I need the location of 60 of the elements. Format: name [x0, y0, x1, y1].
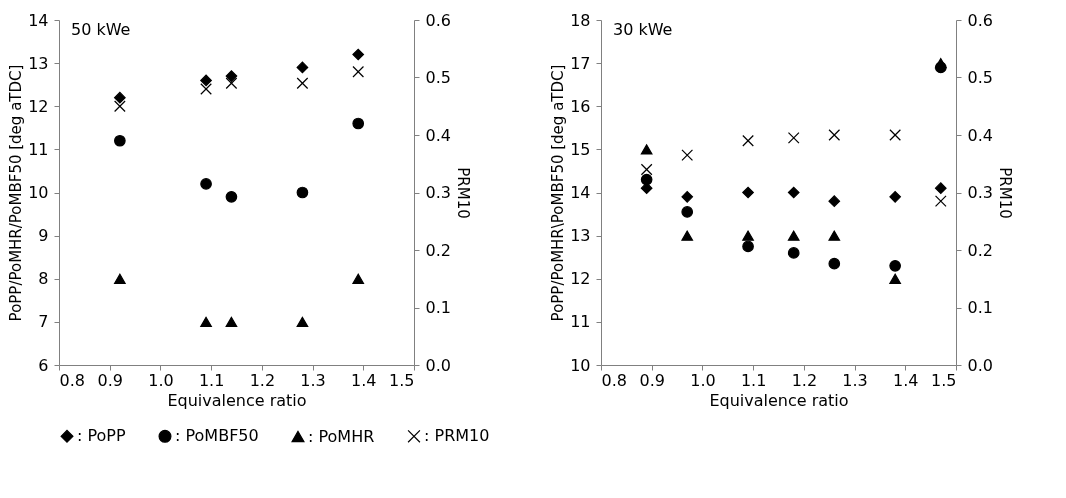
x-axis-title: Equivalence ratio [709, 390, 849, 410]
y-tick-label: 9 [38, 226, 49, 246]
x-tick-label: 1.3 [300, 370, 326, 390]
y-tick-label: 7 [38, 312, 49, 332]
y-tick-label: 12 [28, 96, 49, 116]
y2-tick-label: 0.2 [967, 240, 993, 260]
y2-axis-title: PRM10 [453, 167, 472, 219]
y-tick-label: 11 [28, 139, 49, 159]
x-tick-label: 1.0 [690, 370, 716, 390]
y2-tick-label: 0.4 [967, 125, 993, 145]
y-tick-label: 13 [570, 226, 591, 246]
x-tick-label: 0.9 [97, 370, 123, 390]
y2-axis-title: PRM10 [995, 167, 1014, 219]
y2-tick-label: 0.0 [967, 355, 993, 375]
y-tick-label: 17 [570, 53, 591, 73]
annotation: 50 kWe [71, 20, 131, 39]
y2-tick-label: 0.2 [425, 240, 451, 260]
x-axis-title: Equivalence ratio [167, 390, 307, 410]
x-tick-label: 1.3 [842, 370, 868, 390]
y-tick-label: 14 [570, 183, 591, 202]
y2-tick-label: 0.1 [425, 298, 451, 317]
x-tick-label: 1.2 [249, 370, 276, 390]
y2-tick-label: 0.4 [425, 125, 451, 145]
y2-tick-label: 0.5 [425, 68, 451, 87]
y-axis-title: PoPP/PoMHR/PoMBF50 [deg aTDC] [7, 64, 26, 322]
y-tick-label: 16 [570, 96, 591, 116]
legend-label: : PoPP [77, 426, 126, 446]
x-tick-label: 1.0 [148, 370, 174, 390]
y-tick-label: 18 [570, 10, 591, 30]
y2-tick-label: 0.0 [425, 355, 451, 375]
y-tick-label: 15 [570, 139, 591, 159]
x-tick-label: 1.5 [931, 370, 957, 390]
legend-label: : PRM10 [424, 426, 490, 446]
annotation: 30 kWe [613, 20, 673, 39]
x-tick-label: 1.1 [740, 370, 767, 390]
y-tick-label: 12 [570, 269, 591, 289]
y-tick-label: 13 [28, 53, 49, 73]
x-tick-label: 0.8 [601, 370, 627, 390]
y-tick-label: 10 [28, 183, 49, 202]
y-tick-label: 11 [570, 312, 591, 332]
y2-tick-label: 0.3 [425, 183, 451, 202]
x-tick-label: 1.4 [351, 370, 377, 390]
y-axis-title: PoPP/PoMHR\PoMBF50 [deg aTDC] [549, 64, 568, 322]
y-tick-label: 8 [38, 269, 49, 289]
x-tick-label: 1.1 [198, 370, 225, 390]
y2-tick-label: 0.6 [425, 10, 451, 30]
legend-label: : PoMHR [308, 426, 375, 446]
x-tick-label: 1.5 [389, 370, 415, 390]
x-tick-label: 0.8 [59, 370, 85, 390]
y-tick-label: 14 [28, 10, 49, 30]
x-tick-label: 1.4 [893, 370, 919, 390]
y2-tick-label: 0.6 [967, 10, 993, 30]
y2-tick-label: 0.3 [967, 183, 993, 202]
y2-tick-label: 0.1 [967, 298, 993, 317]
y-tick-label: 6 [38, 355, 49, 375]
y2-tick-label: 0.5 [967, 68, 993, 87]
x-tick-label: 1.2 [791, 370, 818, 390]
legend-label: : PoMBF50 [175, 426, 259, 446]
x-tick-label: 0.9 [639, 370, 665, 390]
y-tick-label: 10 [570, 355, 591, 375]
